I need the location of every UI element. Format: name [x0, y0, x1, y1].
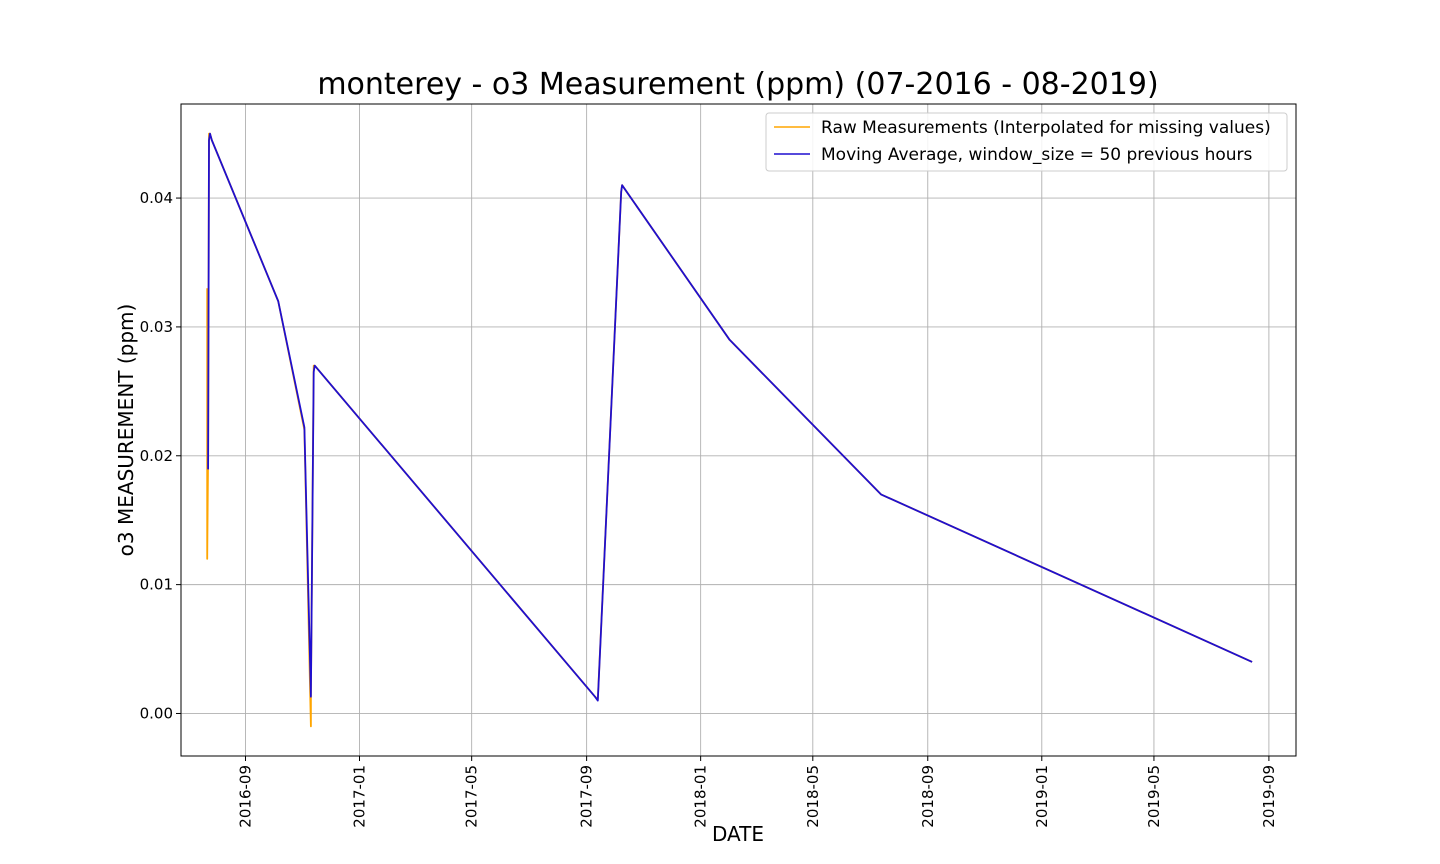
- legend-label-moving-average: Moving Average, window_size = 50 previou…: [821, 145, 1253, 165]
- plot-frame: [180, 103, 1297, 757]
- x-tick-label: 2018-09: [919, 765, 937, 828]
- x-tick-label: 2019-01: [1033, 765, 1051, 828]
- x-tick-label: 2018-05: [804, 765, 822, 828]
- series-layer: [206, 132, 1253, 728]
- y-tick-label: 0.04: [140, 189, 173, 207]
- y-tick-label: 0.01: [140, 576, 173, 594]
- legend: Raw Measurements (Interpolated for missi…: [765, 112, 1288, 172]
- x-tick-label: 2016-09: [236, 765, 254, 828]
- legend-label-raw: Raw Measurements (Interpolated for missi…: [821, 118, 1271, 138]
- grid-layer: [181, 104, 1296, 756]
- x-tick-label: 2017-05: [463, 765, 481, 828]
- x-axis-label: DATE: [712, 822, 764, 846]
- x-tick-label: 2017-01: [351, 765, 369, 828]
- x-tick-label: 2017-09: [578, 765, 596, 828]
- x-tick-label: 2019-05: [1145, 765, 1163, 828]
- y-tick-label: 0.02: [140, 447, 173, 465]
- tick-layer: 2016-09 2017-01 2017-05 2017-09 2018-01 2018-…: [140, 189, 1278, 828]
- legend-box: [765, 112, 1288, 172]
- y-axis-label: o3 MEASUREMENT (ppm): [114, 304, 138, 557]
- y-tick-label: 0.03: [140, 318, 173, 336]
- series-line-moving-average: [207, 132, 1253, 702]
- chart-title: monterey - o3 Measurement (ppm) (07-2016…: [317, 67, 1158, 102]
- x-tick-label: 2018-01: [692, 765, 710, 828]
- x-tick-label: 2019-09: [1260, 765, 1278, 828]
- series-line-raw-measurements: [206, 132, 1253, 728]
- y-tick-label: 0.00: [140, 704, 173, 722]
